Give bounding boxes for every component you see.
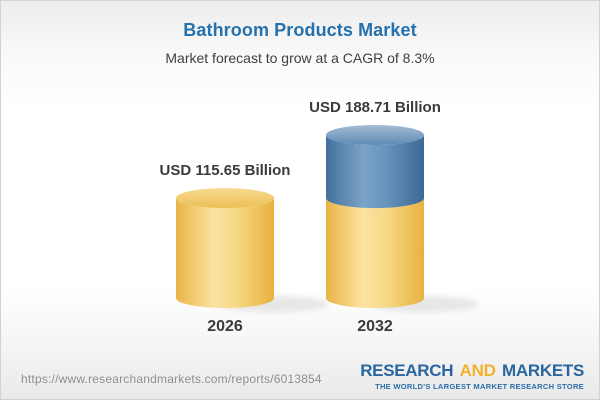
report-url: https://www.researchandmarkets.com/repor… (21, 372, 322, 386)
bar-category-label: 2032 (357, 318, 393, 335)
cylinder-2032-top (326, 125, 424, 145)
page-title: Bathroom Products Market (183, 20, 417, 40)
cylinder-2032-growth-segment (326, 135, 424, 209)
cylinder-2026-top (176, 188, 274, 209)
logo-wordmark: RESEARCH AND MARKETS (360, 360, 584, 381)
bar-category-label: 2026 (207, 318, 243, 335)
page-subtitle: Market forecast to grow at a CAGR of 8.3… (165, 50, 435, 66)
logo-word-markets: MARKETS (502, 360, 584, 380)
bar-value-label: USD 115.65 Billion (159, 162, 291, 180)
cylinder-2026-body (176, 198, 274, 308)
logo-word-and: AND (459, 360, 496, 380)
cylinders-group (176, 125, 479, 312)
logo-tagline: THE WORLD'S LARGEST MARKET RESEARCH STOR… (375, 381, 584, 391)
cylinder-2032-base-segment (326, 198, 424, 308)
bar-value-label: USD 188.71 Billion (309, 99, 441, 116)
research-and-markets-logo: RESEARCH AND MARKETS THE WORLD'S LARGEST… (360, 360, 584, 391)
logo-word-research: RESEARCH (360, 360, 454, 380)
